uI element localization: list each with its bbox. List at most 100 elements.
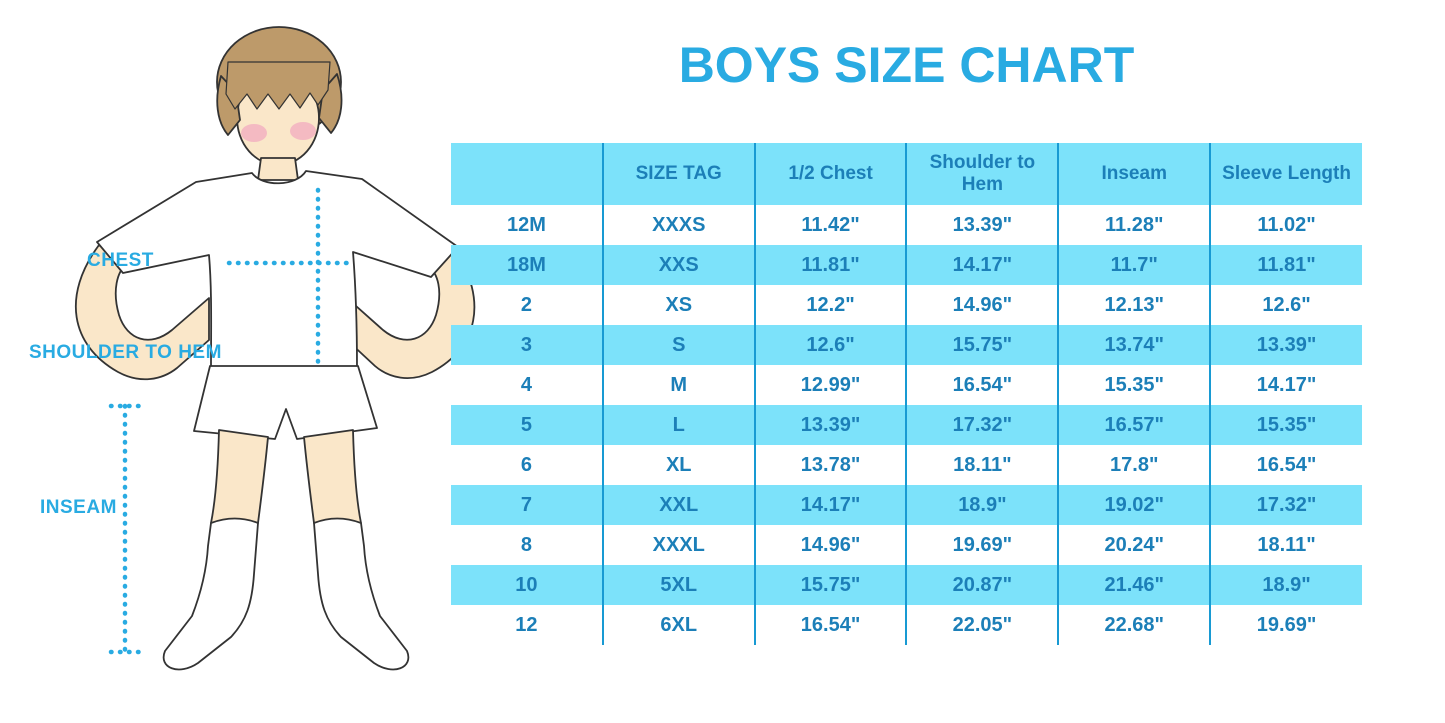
table-cell: 13.39" <box>753 405 907 445</box>
table-cell: XXXL <box>601 525 755 565</box>
table-cell: 12.6" <box>753 325 907 365</box>
table-row: 4 M 12.99" 16.54" 15.35" 14.17" <box>451 365 1362 405</box>
table-cell: 15.75" <box>753 565 907 605</box>
header-cell-inseam: Inseam <box>1057 143 1211 205</box>
table-cell: 13.78" <box>753 445 907 485</box>
size-table-body: 12M XXXS 11.42" 13.39" 11.28" 11.02" 18M XXS 11.… <box>451 205 1362 645</box>
table-cell: 6XL <box>601 605 755 645</box>
table-row: 6 XL 13.78" 18.11" 17.8" 16.54" <box>451 445 1362 485</box>
table-cell: 5XL <box>601 565 755 605</box>
table-cell: 11.81" <box>1209 245 1362 285</box>
table-cell: 22.05" <box>905 605 1059 645</box>
table-cell: 20.24" <box>1057 525 1211 565</box>
table-cell: 18.9" <box>1209 565 1362 605</box>
header-cell-half-chest: 1/2 Chest <box>753 143 907 205</box>
inseam-label: INSEAM <box>40 497 117 518</box>
table-row: 5 L 13.39" 17.32" 16.57" 15.35" <box>451 405 1362 445</box>
header-cell-sleeve-length: Sleeve Length <box>1209 143 1362 205</box>
table-row: 18M XXS 11.81" 14.17" 11.7" 11.81" <box>451 245 1362 285</box>
table-cell: 2 <box>520 293 532 316</box>
boy-shorts <box>193 365 378 440</box>
table-cell: S <box>601 325 755 365</box>
table-row: 8 XXXL 14.96" 19.69" 20.24" 18.11" <box>451 525 1362 565</box>
blush-right <box>290 122 316 140</box>
header-cell-size-tag: SIZE TAG <box>601 143 755 205</box>
boy-legs <box>162 429 410 671</box>
table-cell: M <box>601 365 755 405</box>
table-cell: 8 <box>520 533 532 556</box>
table-cell: 15.35" <box>1057 365 1211 405</box>
header-row: SIZE TAG 1/2 Chest Shoulder to Hem Insea… <box>451 143 1362 205</box>
table-cell: 20.87" <box>905 565 1059 605</box>
table-cell: 12.6" <box>1209 285 1362 325</box>
table-cell: 14.17" <box>1209 365 1362 405</box>
table-cell: 18.11" <box>1209 525 1362 565</box>
table-row: 12M XXXS 11.42" 13.39" 11.28" 11.02" <box>451 205 1362 245</box>
page-title: BOYS SIZE CHART <box>678 37 1135 93</box>
header-cell-size <box>451 143 603 205</box>
boy-head <box>216 26 343 181</box>
table-cell: 12.13" <box>1057 285 1211 325</box>
table-cell: 14.96" <box>753 525 907 565</box>
table-cell: 13.74" <box>1057 325 1211 365</box>
table-cell: 11.02" <box>1209 205 1362 245</box>
table-cell: 11.42" <box>753 205 907 245</box>
table-cell: 18.11" <box>905 445 1059 485</box>
blush-left <box>241 124 267 142</box>
table-cell: 22.68" <box>1057 605 1211 645</box>
table-cell: 5 <box>451 405 603 445</box>
table-row: 10 5XL 15.75" 20.87" 21.46" 18.9" <box>451 565 1362 605</box>
table-cell: 3 <box>451 325 603 365</box>
chest-label: CHEST <box>87 250 154 271</box>
table-row: 7 XXL 14.17" 18.9" 19.02" 17.32" <box>451 485 1362 525</box>
table-cell: 12.2" <box>753 285 907 325</box>
table-cell: 16.54" <box>753 605 907 645</box>
table-cell: 10 <box>451 565 603 605</box>
table-cell: XXS <box>601 245 755 285</box>
table-cell: 12.99" <box>753 365 907 405</box>
table-cell: 13.39" <box>1209 325 1362 365</box>
boy-illustration <box>75 26 476 671</box>
table-cell: 14.96" <box>905 285 1059 325</box>
table-cell: 17.8" <box>1057 445 1211 485</box>
inseam-measure-line <box>108 403 144 655</box>
table-row: 3 S 12.6" 15.75" 13.74" 13.39" <box>451 325 1362 365</box>
table-cell: 4 <box>520 373 532 396</box>
table-cell: 13.39" <box>905 205 1059 245</box>
table-cell: XXXS <box>601 205 755 245</box>
table-cell: XXL <box>601 485 755 525</box>
table-cell: 14.17" <box>753 485 907 525</box>
table-cell: 19.69" <box>1209 605 1362 645</box>
table-row: 12 6XL 16.54" 22.05" 22.68" 19.69" <box>451 605 1362 645</box>
table-cell: 17.32" <box>1209 485 1362 525</box>
table-cell: XS <box>601 285 755 325</box>
table-cell: 12 <box>515 613 538 636</box>
header-cell-shoulder-to-hem: Shoulder to Hem <box>905 143 1059 205</box>
boy-shirt <box>96 170 459 369</box>
table-cell: 7 <box>451 485 603 525</box>
table-cell: 16.54" <box>905 365 1059 405</box>
table-cell: XL <box>601 445 755 485</box>
table-cell: 18.9" <box>905 485 1059 525</box>
table-cell: 16.54" <box>1209 445 1362 485</box>
table-cell: 19.02" <box>1057 485 1211 525</box>
table-cell: 11.7" <box>1057 245 1211 285</box>
table-cell: 16.57" <box>1057 405 1211 445</box>
table-row: 2 XS 12.2" 14.96" 12.13" 12.6" <box>451 285 1362 325</box>
table-cell: 19.69" <box>905 525 1059 565</box>
size-table-header: SIZE TAG 1/2 Chest Shoulder to Hem Insea… <box>451 143 1362 205</box>
table-cell: 15.35" <box>1209 405 1362 445</box>
table-cell: 6 <box>520 453 532 476</box>
table-cell: 12M <box>506 213 546 236</box>
shoulder-to-hem-label: SHOULDER TO HEM <box>29 342 222 363</box>
table-cell: 11.28" <box>1057 205 1211 245</box>
table-cell: 14.17" <box>905 245 1059 285</box>
table-cell: 21.46" <box>1057 565 1211 605</box>
size-table: SIZE TAG 1/2 Chest Shoulder to Hem Insea… <box>451 143 1362 645</box>
table-cell: 18M <box>451 245 603 285</box>
table-cell: 15.75" <box>905 325 1059 365</box>
table-cell: L <box>601 405 755 445</box>
table-cell: 11.81" <box>753 245 907 285</box>
table-cell: 17.32" <box>905 405 1059 445</box>
